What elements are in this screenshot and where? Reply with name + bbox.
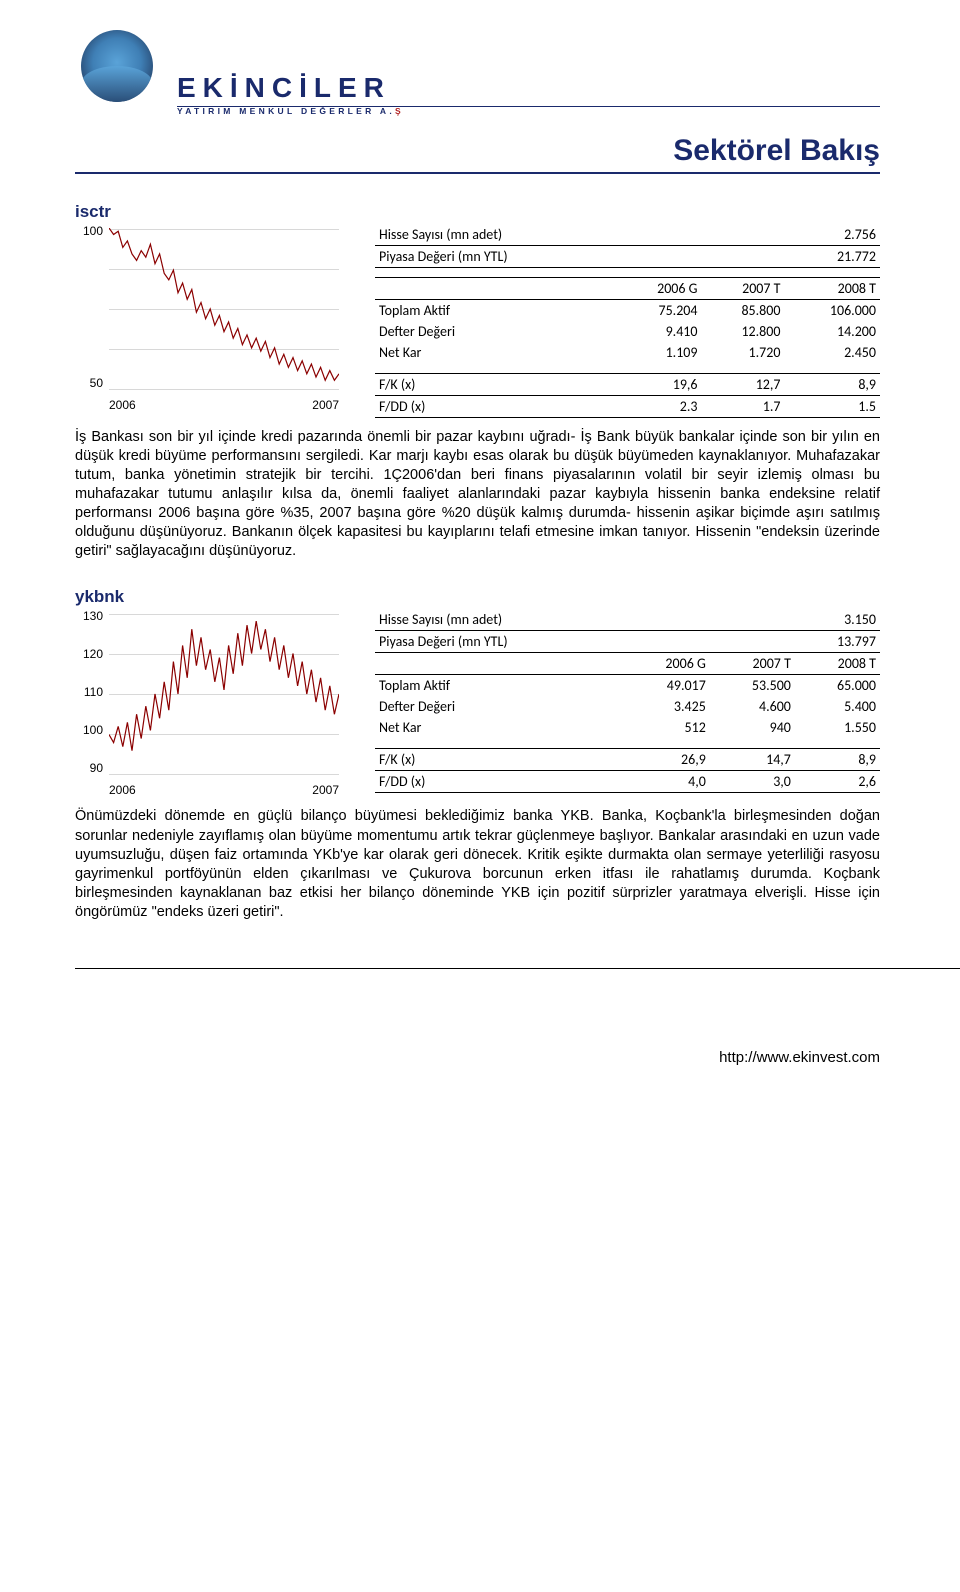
isctr-paragraph: İş Bankası son bir yıl içinde kredi paza… xyxy=(75,428,880,562)
ykbnk-chart: 13012011010090 20062007 xyxy=(75,609,345,797)
brand-subtitle: YATIRIM MENKUL DEĞERLER A.Ş xyxy=(177,106,880,116)
ykbnk-data-table: Hisse Sayısı (mn adet)3.150 Piyasa Değer… xyxy=(375,609,880,793)
brand-header: EKİNCİLER YATIRIM MENKUL DEĞERLER A.Ş xyxy=(75,30,880,116)
ykbnk-paragraph: Önümüzdeki dönemde en güçlü bilanço büyü… xyxy=(75,807,880,922)
ticker-isctr: isctr xyxy=(75,202,880,222)
logo xyxy=(75,30,165,110)
footer-url: http://www.ekinvest.com xyxy=(0,1049,960,1086)
isctr-data-table: Hisse Sayısı (mn adet)2.756 Piyasa Değer… xyxy=(375,224,880,418)
brand-name: EKİNCİLER xyxy=(177,72,880,104)
page-title: Sektörel Bakış xyxy=(673,134,880,168)
isctr-chart: 10050 20062007 xyxy=(75,224,345,412)
ticker-ykbnk: ykbnk xyxy=(75,587,880,607)
